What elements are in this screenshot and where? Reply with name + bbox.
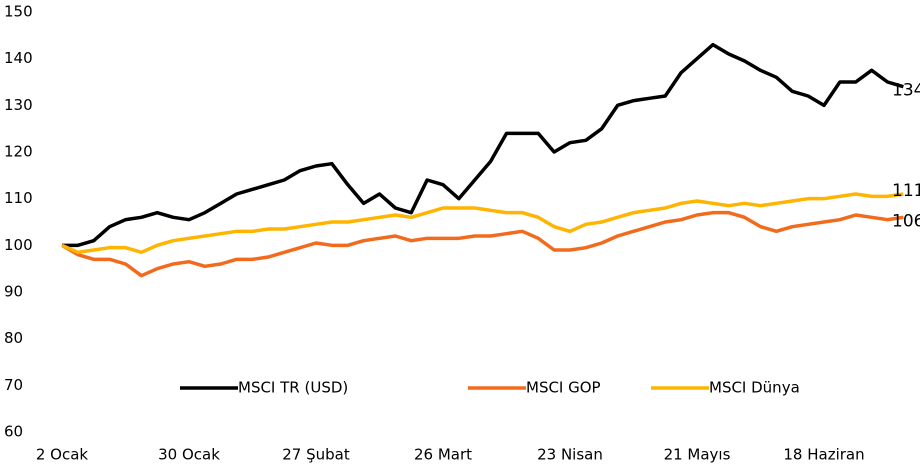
legend-label: MSCI GOP xyxy=(526,379,601,397)
series-line xyxy=(62,42,904,248)
y-tick-label: 80 xyxy=(4,329,23,347)
x-tick-label: 23 Nisan xyxy=(537,446,603,464)
y-tick-label: 140 xyxy=(4,49,33,67)
y-tick-label: 70 xyxy=(4,376,23,394)
x-tick-label: 30 Ocak xyxy=(158,446,220,464)
y-tick-label: 150 xyxy=(4,3,33,21)
end-label: 106 xyxy=(892,211,920,231)
end-label: 111 xyxy=(892,181,920,201)
y-tick-label: 130 xyxy=(4,96,33,114)
x-tick-label: 21 Mayıs xyxy=(664,446,731,464)
y-tick-label: 90 xyxy=(4,283,23,301)
y-tick-label: 120 xyxy=(4,143,33,161)
x-tick-label: 18 Haziran xyxy=(783,446,864,464)
y-tick-label: 110 xyxy=(4,189,33,207)
series-line xyxy=(61,192,904,255)
legend-label: MSCI TR (USD) xyxy=(238,379,348,397)
legend-label: MSCI Dünya xyxy=(709,379,800,397)
x-tick-label: 27 Şubat xyxy=(282,446,350,464)
x-tick-label: 2 Ocak xyxy=(36,446,89,464)
x-tick-label: 26 Mart xyxy=(414,446,472,464)
y-tick-label: 100 xyxy=(4,236,33,254)
y-tick-label: 60 xyxy=(4,423,23,441)
end-label: 134 xyxy=(892,81,920,101)
series-line xyxy=(61,210,904,278)
